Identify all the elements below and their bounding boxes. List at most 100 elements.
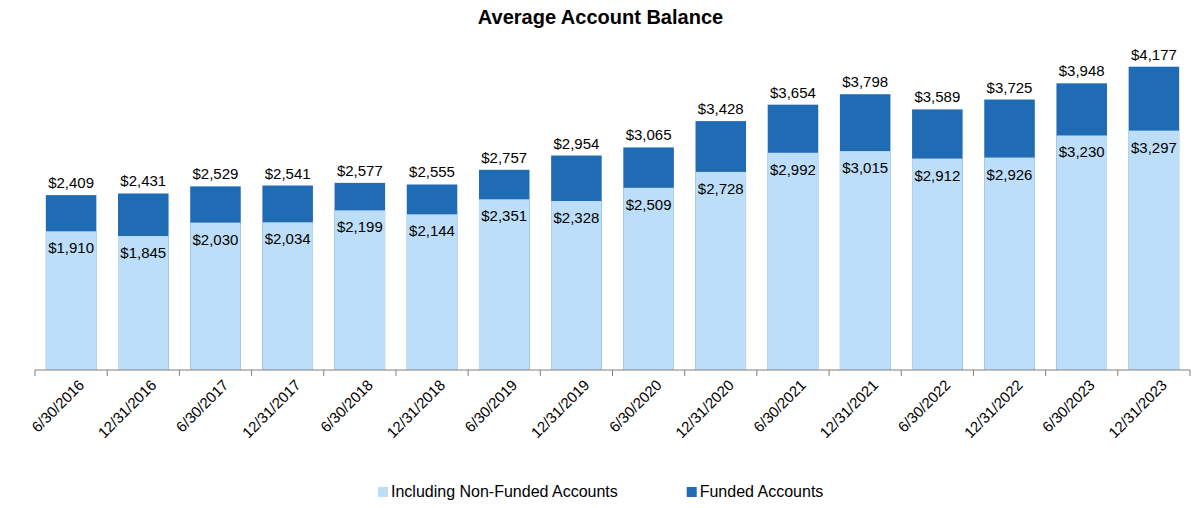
bar: [46, 231, 97, 370]
data-label: $2,030: [193, 231, 239, 248]
data-label: $3,015: [842, 159, 888, 176]
x-tick: [395, 370, 396, 376]
x-tick-label: 6/30/2016: [28, 376, 87, 435]
data-label: $2,034: [265, 230, 311, 247]
bar: [479, 170, 530, 370]
x-tick-label: 12/31/2017: [239, 376, 304, 441]
bar: [696, 121, 747, 370]
bar: [623, 147, 674, 370]
bar: [1056, 135, 1107, 370]
x-tick: [829, 370, 830, 376]
x-tick: [107, 370, 108, 376]
legend-swatch: [378, 487, 388, 497]
data-label: $2,144: [409, 222, 455, 239]
data-label: $3,948: [1059, 62, 1105, 79]
bar: [118, 236, 169, 370]
data-label: $3,798: [842, 73, 888, 90]
data-label: $2,555: [409, 163, 455, 180]
data-label: $3,654: [770, 84, 816, 101]
x-tick: [468, 370, 469, 376]
bar: [407, 214, 458, 370]
data-labels: $2,409$2,431$2,529$2,541$2,577$2,555$2,7…: [48, 46, 1177, 261]
x-tick-label: 12/31/2016: [94, 376, 159, 441]
x-tick-label: 6/30/2021: [750, 376, 809, 435]
data-label: $2,328: [553, 209, 599, 226]
data-label: $3,589: [914, 88, 960, 105]
data-label: $2,509: [626, 196, 672, 213]
x-tick: [323, 370, 324, 376]
bar: [262, 186, 313, 370]
bar: [912, 109, 963, 370]
x-tick: [756, 370, 757, 376]
x-tick-label: 12/31/2018: [383, 376, 448, 441]
x-tick-label: 12/31/2019: [527, 376, 592, 441]
x-tick-label: 12/31/2020: [672, 376, 737, 441]
data-label: $2,541: [265, 165, 311, 182]
data-label: $3,428: [698, 100, 744, 117]
data-label: $2,926: [987, 166, 1033, 183]
bar: [479, 199, 530, 370]
data-label: $2,529: [193, 165, 239, 182]
x-tick: [1190, 370, 1191, 376]
bars: [46, 67, 1179, 370]
bar: [840, 151, 891, 370]
data-label: $3,065: [626, 126, 672, 143]
data-label: $3,725: [987, 79, 1033, 96]
bar: [768, 153, 819, 370]
bar: [407, 184, 458, 370]
data-label: $2,757: [481, 149, 527, 166]
chart: Average Account Balance$2,409$2,431$2,52…: [0, 0, 1197, 508]
x-tick-label: 6/30/2020: [606, 376, 665, 435]
bar: [984, 158, 1035, 370]
x-tick: [973, 370, 974, 376]
bar: [551, 201, 602, 370]
bar: [1056, 83, 1107, 370]
x-tick-label: 12/31/2023: [1105, 376, 1170, 441]
x-tick-label: 6/30/2018: [317, 376, 376, 435]
bar: [551, 156, 602, 370]
x-tick: [540, 370, 541, 376]
legend-label: Funded Accounts: [700, 483, 824, 500]
data-label: $2,431: [120, 172, 166, 189]
bar: [335, 183, 386, 370]
x-tick-label: 6/30/2019: [461, 376, 520, 435]
x-tick: [251, 370, 252, 376]
legend-swatch: [687, 487, 697, 497]
data-label: $2,912: [914, 167, 960, 184]
x-tick: [35, 370, 36, 376]
bar: [840, 94, 891, 370]
x-tick-label: 12/31/2022: [961, 376, 1026, 441]
x-tick-label: 6/30/2023: [1039, 376, 1098, 435]
bar: [912, 159, 963, 370]
data-label: $2,954: [553, 135, 599, 152]
x-tick: [179, 370, 180, 376]
bar: [118, 193, 169, 370]
bar: [984, 100, 1035, 370]
legend-label: Including Non-Funded Accounts: [391, 483, 618, 500]
data-label: $2,992: [770, 161, 816, 178]
x-tick-label: 12/31/2021: [816, 376, 881, 441]
bar: [768, 105, 819, 370]
data-label: $1,845: [120, 244, 166, 261]
data-label: $4,177: [1131, 46, 1177, 63]
bar: [1129, 131, 1180, 370]
title: Average Account Balance: [478, 6, 723, 28]
data-label: $1,910: [48, 239, 94, 256]
bar: [623, 188, 674, 370]
bar: [335, 210, 386, 370]
data-label: $2,577: [337, 162, 383, 179]
x-tick-label: 6/30/2017: [172, 376, 231, 435]
bar: [46, 195, 97, 370]
data-label: $2,351: [481, 207, 527, 224]
bar: [190, 186, 241, 370]
legend: Including Non-Funded Accounts Funded Acco…: [378, 483, 823, 500]
bar: [696, 172, 747, 370]
bar: [262, 222, 313, 370]
x-tick-label: 6/30/2022: [894, 376, 953, 435]
x-tick: [612, 370, 613, 376]
x-tick: [1117, 370, 1118, 376]
data-label: $3,230: [1059, 143, 1105, 160]
data-label: $3,297: [1131, 139, 1177, 156]
x-tick: [1045, 370, 1046, 376]
data-label: $2,728: [698, 180, 744, 197]
